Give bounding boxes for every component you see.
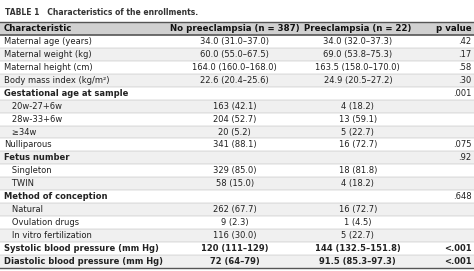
Text: 262 (67.7): 262 (67.7) [213, 205, 256, 214]
Text: 22.6 (20.4–25.6): 22.6 (20.4–25.6) [200, 76, 269, 85]
FancyBboxPatch shape [0, 242, 474, 255]
Text: Preeclampsia (n = 22): Preeclampsia (n = 22) [304, 24, 411, 33]
FancyBboxPatch shape [0, 112, 474, 125]
Text: 163 (42.1): 163 (42.1) [213, 102, 256, 111]
Text: 164.0 (160.0–168.0): 164.0 (160.0–168.0) [192, 63, 277, 72]
Text: Ovulation drugs: Ovulation drugs [4, 218, 79, 227]
Text: 329 (85.0): 329 (85.0) [213, 166, 256, 175]
Text: ≥34w: ≥34w [4, 128, 36, 137]
FancyBboxPatch shape [0, 191, 474, 204]
FancyBboxPatch shape [0, 125, 474, 138]
Text: 120 (111–129): 120 (111–129) [201, 244, 268, 253]
Text: .42: .42 [458, 37, 472, 46]
Text: 20w-27+6w: 20w-27+6w [4, 102, 62, 111]
Text: .648: .648 [453, 192, 472, 201]
FancyBboxPatch shape [0, 255, 474, 268]
Text: 204 (52.7): 204 (52.7) [213, 115, 256, 124]
Text: 20 (5.2): 20 (5.2) [218, 128, 251, 137]
Text: Maternal age (years): Maternal age (years) [4, 37, 91, 46]
FancyBboxPatch shape [0, 164, 474, 178]
Text: No preeclampsia (n = 387): No preeclampsia (n = 387) [170, 24, 300, 33]
Text: 69.0 (53.8–75.3): 69.0 (53.8–75.3) [323, 50, 392, 59]
Text: 341 (88.1): 341 (88.1) [213, 140, 256, 150]
Text: 28w-33+6w: 28w-33+6w [4, 115, 62, 124]
Text: 58 (15.0): 58 (15.0) [216, 179, 254, 188]
Text: <.001: <.001 [444, 244, 472, 253]
Text: 4 (18.2): 4 (18.2) [341, 179, 374, 188]
Text: 18 (81.8): 18 (81.8) [339, 166, 377, 175]
Text: 144 (132.5–151.8): 144 (132.5–151.8) [315, 244, 401, 253]
FancyBboxPatch shape [0, 35, 474, 48]
Text: TWIN: TWIN [4, 179, 34, 188]
FancyBboxPatch shape [0, 22, 474, 35]
Text: 163.5 (158.0–170.0): 163.5 (158.0–170.0) [316, 63, 400, 72]
FancyBboxPatch shape [0, 99, 474, 112]
FancyBboxPatch shape [0, 86, 474, 99]
Text: .58: .58 [458, 63, 472, 72]
Text: Characteristic: Characteristic [4, 24, 72, 33]
Text: .001: .001 [453, 89, 472, 98]
Text: 5 (22.7): 5 (22.7) [341, 231, 374, 240]
Text: .075: .075 [453, 140, 472, 150]
Text: 4 (18.2): 4 (18.2) [341, 102, 374, 111]
Text: 34.0 (32.0–37.3): 34.0 (32.0–37.3) [323, 37, 392, 46]
Text: Nulliparous: Nulliparous [4, 140, 51, 150]
Text: 16 (72.7): 16 (72.7) [339, 140, 377, 150]
Text: 34.0 (31.0–37.0): 34.0 (31.0–37.0) [200, 37, 269, 46]
Text: .30: .30 [458, 76, 472, 85]
FancyBboxPatch shape [0, 178, 474, 191]
Text: Fetus number: Fetus number [4, 153, 69, 162]
Text: Maternal height (cm): Maternal height (cm) [4, 63, 92, 72]
Text: 1 (4.5): 1 (4.5) [344, 218, 372, 227]
Text: Natural: Natural [4, 205, 43, 214]
Text: 24.9 (20.5–27.2): 24.9 (20.5–27.2) [324, 76, 392, 85]
Text: <.001: <.001 [444, 257, 472, 266]
Text: p value: p value [436, 24, 472, 33]
Text: Body mass index (kg/m²): Body mass index (kg/m²) [4, 76, 109, 85]
FancyBboxPatch shape [0, 74, 474, 86]
Text: 16 (72.7): 16 (72.7) [339, 205, 377, 214]
FancyBboxPatch shape [0, 151, 474, 164]
Text: 91.5 (85.3–97.3): 91.5 (85.3–97.3) [319, 257, 396, 266]
Text: 5 (22.7): 5 (22.7) [341, 128, 374, 137]
Text: Maternal weight (kg): Maternal weight (kg) [4, 50, 91, 59]
Text: 116 (30.0): 116 (30.0) [213, 231, 256, 240]
FancyBboxPatch shape [0, 61, 474, 74]
FancyBboxPatch shape [0, 216, 474, 229]
Text: TABLE 1   Characteristics of the enrollments.: TABLE 1 Characteristics of the enrollmen… [5, 8, 198, 17]
Text: 60.0 (55.0–67.5): 60.0 (55.0–67.5) [200, 50, 269, 59]
FancyBboxPatch shape [0, 229, 474, 242]
Text: Method of conception: Method of conception [4, 192, 107, 201]
Text: Diastolic blood pressure (mm Hg): Diastolic blood pressure (mm Hg) [4, 257, 163, 266]
FancyBboxPatch shape [0, 204, 474, 216]
FancyBboxPatch shape [0, 138, 474, 151]
Text: In vitro fertilization: In vitro fertilization [4, 231, 91, 240]
Text: .17: .17 [458, 50, 472, 59]
Text: 72 (64–79): 72 (64–79) [210, 257, 259, 266]
FancyBboxPatch shape [0, 48, 474, 61]
Text: Systolic blood pressure (mm Hg): Systolic blood pressure (mm Hg) [4, 244, 159, 253]
Text: Singleton: Singleton [4, 166, 51, 175]
Text: 13 (59.1): 13 (59.1) [339, 115, 377, 124]
Text: 9 (2.3): 9 (2.3) [221, 218, 248, 227]
Text: .92: .92 [458, 153, 472, 162]
Text: Gestational age at sample: Gestational age at sample [4, 89, 128, 98]
